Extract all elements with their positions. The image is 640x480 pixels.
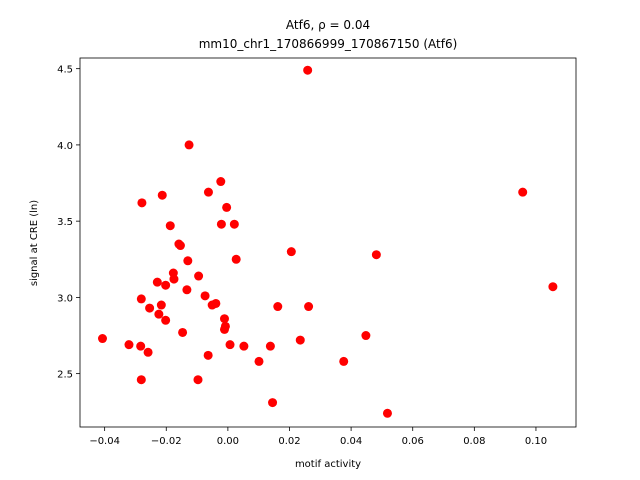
data-point: [175, 241, 185, 251]
data-point: [182, 285, 192, 295]
axes-frame: [79, 57, 577, 428]
x-tick-label: 0.04: [340, 436, 362, 447]
data-point: [231, 254, 241, 264]
data-point: [200, 291, 210, 301]
data-point: [286, 247, 296, 257]
y-tick-label: 3.5: [57, 217, 73, 228]
data-point: [161, 315, 171, 325]
data-point: [222, 202, 232, 212]
data-point: [219, 314, 229, 324]
data-point: [220, 321, 230, 331]
data-point: [165, 221, 175, 231]
data-point: [184, 140, 194, 150]
data-point: [518, 187, 528, 197]
data-point: [273, 302, 283, 312]
data-point: [361, 331, 371, 341]
data-point: [339, 356, 349, 366]
plot-area: −0.04 −0.02 0.00 0.02 0.04 0.06 0.08 0.10 2.5 3.0…: [57, 57, 577, 447]
x-tick-label: 0.08: [463, 436, 485, 447]
x-tick-label: 0.02: [278, 436, 300, 447]
y-tick-label: 4.0: [57, 141, 73, 152]
data-point: [216, 177, 226, 187]
x-tick-label: 0.00: [217, 436, 239, 447]
data-point: [265, 341, 275, 351]
data-point: [178, 327, 188, 337]
data-point: [239, 341, 249, 351]
data-point: [143, 347, 153, 357]
data-point: [156, 300, 166, 310]
data-point: [254, 356, 264, 366]
data-point: [152, 277, 162, 287]
x-tick-label: −0.04: [89, 436, 120, 447]
data-point: [203, 350, 213, 360]
data-point: [154, 309, 164, 319]
x-tick-label: −0.02: [151, 436, 182, 447]
chart-subtitle: mm10_chr1_170866999_170867150 (Atf6): [199, 37, 458, 51]
data-point: [225, 340, 235, 350]
x-axis-label: motif activity: [295, 459, 361, 470]
data-point: [303, 65, 313, 75]
y-tick-label: 2.5: [57, 370, 73, 381]
data-point: [169, 274, 179, 284]
data-point: [161, 280, 171, 290]
data-point: [136, 294, 146, 304]
data-point: [229, 219, 239, 229]
data-point: [203, 187, 213, 197]
data-point: [137, 198, 147, 208]
data-point: [211, 298, 221, 308]
data-point: [136, 341, 146, 351]
y-axis-label: signal at CRE (ln): [29, 200, 40, 286]
y-tick-label: 3.0: [57, 293, 73, 304]
y-tick-label: 4.5: [57, 65, 73, 76]
data-point: [145, 303, 155, 313]
data-point: [268, 398, 278, 408]
data-point: [157, 190, 167, 200]
data-point: [124, 340, 134, 350]
data-point: [194, 271, 204, 281]
data-point: [216, 219, 226, 229]
data-point: [183, 256, 193, 266]
data-point: [193, 375, 203, 385]
data-point: [136, 375, 146, 385]
data-point: [382, 408, 392, 418]
x-tick-label: 0.10: [525, 436, 547, 447]
data-point: [304, 302, 314, 312]
data-point: [97, 334, 107, 344]
data-point: [548, 282, 558, 292]
data-point: [295, 335, 305, 345]
x-tick-label: 0.06: [402, 436, 424, 447]
data-point: [371, 250, 381, 260]
chart-title: Atf6, ρ = 0.04: [286, 18, 370, 32]
